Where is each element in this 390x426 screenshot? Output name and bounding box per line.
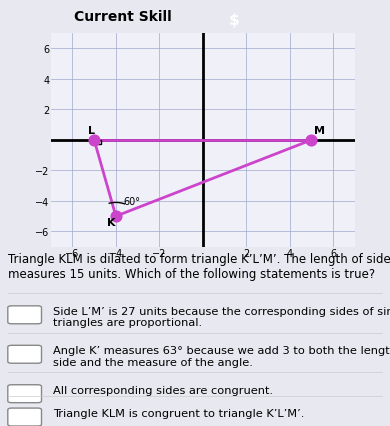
FancyBboxPatch shape [8,385,41,403]
Text: All corresponding sides are congruent.: All corresponding sides are congruent. [53,385,273,395]
Point [308,137,315,144]
FancyBboxPatch shape [8,306,41,324]
Text: Triangle KLM is congruent to triangle K’L’M’.: Triangle KLM is congruent to triangle K’… [53,408,304,418]
FancyBboxPatch shape [8,408,41,426]
Point [91,137,97,144]
Point [113,213,119,220]
Text: Angle K’ measures 63° because we add 3 to both the length of the
side and the me: Angle K’ measures 63° because we add 3 t… [53,345,390,367]
Text: Current Skill: Current Skill [74,10,172,24]
FancyBboxPatch shape [8,345,41,363]
Text: $: $ [229,13,239,28]
Text: Side L’M’ is 27 units because the corresponding sides of similar
triangles are p: Side L’M’ is 27 units because the corres… [53,306,390,328]
Text: K: K [107,218,116,228]
Text: M: M [314,126,324,136]
Text: 60°: 60° [124,196,140,207]
Text: L: L [89,126,96,136]
Text: Triangle KLM is dilated to form triangle K’L’M’. The length of side K’L’
measure: Triangle KLM is dilated to form triangle… [8,253,390,280]
